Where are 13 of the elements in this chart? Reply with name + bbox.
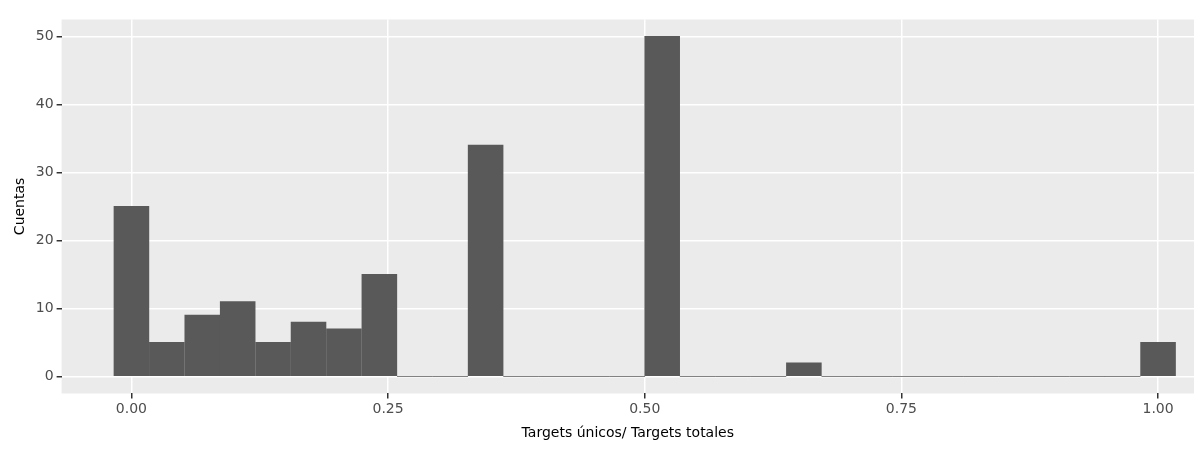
y-tick-label: 10	[35, 299, 54, 316]
x-tick-label: 0.00	[115, 400, 148, 417]
x-axis-title: Targets únicos/ Targets totales	[520, 424, 735, 441]
x-tick-label: 1.00	[1142, 400, 1174, 417]
x-tick-label: 0.75	[885, 400, 917, 417]
y-tick-label: 30	[35, 163, 54, 180]
x-tick-label: 0.25	[372, 400, 404, 417]
y-tick-label: 20	[35, 231, 54, 248]
y-tick-label: 50	[35, 27, 54, 44]
y-axis-title: Cuentas	[11, 177, 28, 236]
x-tick-label: 0.50	[629, 400, 661, 417]
y-tick-label: 0	[44, 367, 54, 384]
y-tick-label: 40	[35, 95, 54, 112]
